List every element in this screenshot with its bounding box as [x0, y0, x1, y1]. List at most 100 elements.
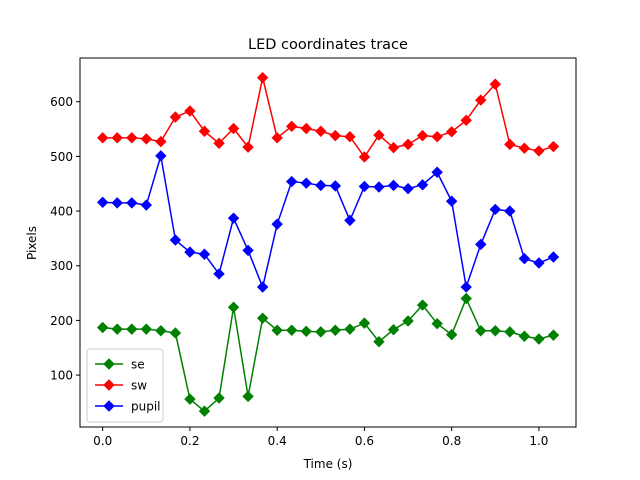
data-point-sw — [460, 114, 472, 127]
data-point-pupil — [329, 180, 342, 192]
data-point-pupil — [96, 196, 109, 209]
legend-marker-se — [103, 358, 115, 370]
data-point-se — [184, 393, 196, 405]
data-point-sw — [285, 120, 298, 133]
data-point-pupil — [518, 252, 531, 265]
data-point-se — [373, 336, 385, 348]
data-point-pupil — [416, 179, 429, 191]
legend-entry-se: se — [95, 358, 145, 372]
plot-frame — [79, 57, 577, 428]
data-point-pupil — [431, 166, 443, 178]
data-point-sw — [416, 129, 429, 142]
data-point-pupil — [547, 251, 560, 263]
y-tick-label: 400 — [50, 205, 73, 219]
data-point-sw — [518, 142, 531, 154]
data-point-pupil — [256, 281, 269, 293]
data-point-sw — [242, 141, 254, 153]
legend-label-sw: sw — [131, 379, 147, 393]
data-point-sw — [126, 132, 138, 144]
legend: se sw pupil — [86, 348, 164, 423]
data-point-pupil — [198, 248, 211, 260]
data-point-pupil — [402, 182, 414, 195]
data-point-sw — [96, 132, 109, 144]
series-sw — [96, 71, 560, 163]
data-point-se — [489, 325, 502, 337]
data-point-se — [155, 325, 167, 337]
x-tick-label: 0.8 — [442, 434, 461, 448]
data-point-se — [358, 317, 371, 329]
data-point-se — [547, 329, 560, 341]
data-point-sw — [445, 126, 458, 138]
legend-label-se: se — [131, 358, 145, 372]
data-point-sw — [140, 133, 153, 145]
data-point-sw — [504, 138, 516, 151]
data-point-sw — [373, 129, 385, 141]
data-point-pupil — [489, 203, 502, 216]
data-point-pupil — [300, 177, 312, 189]
data-point-sw — [387, 141, 400, 154]
data-point-sw — [213, 137, 225, 149]
legend-marker-sw — [103, 379, 115, 391]
data-point-se — [227, 301, 240, 313]
data-point-sw — [169, 111, 182, 123]
data-point-pupil — [271, 218, 283, 230]
data-point-pupil — [111, 197, 123, 209]
series-se — [96, 292, 560, 417]
data-point-sw — [547, 140, 560, 153]
data-point-se — [533, 333, 545, 345]
data-point-sw — [475, 94, 487, 106]
data-point-sw — [111, 132, 123, 144]
data-point-sw — [533, 145, 545, 157]
data-point-sw — [271, 132, 283, 144]
data-point-se — [329, 324, 342, 336]
data-point-se — [431, 317, 443, 330]
data-point-sw — [358, 151, 371, 163]
data-point-se — [300, 325, 312, 338]
data-point-se — [518, 330, 531, 342]
data-point-sw — [155, 135, 167, 148]
x-axis-label: Time (s) — [303, 457, 353, 471]
data-point-se — [344, 323, 356, 335]
data-point-se — [111, 323, 123, 335]
legend-marker-pupil — [103, 400, 115, 412]
chart-title: LED coordinates trace — [248, 37, 408, 53]
data-point-pupil — [184, 246, 196, 258]
data-point-pupil — [533, 257, 545, 269]
data-point-pupil — [504, 205, 516, 217]
x-tick-label: 0.0 — [93, 434, 112, 448]
data-point-pupil — [315, 179, 327, 192]
data-point-pupil — [344, 214, 356, 227]
data-point-se — [96, 321, 109, 334]
y-tick-label: 200 — [50, 314, 73, 328]
y-tick-label: 300 — [50, 259, 73, 273]
data-point-pupil — [460, 281, 472, 293]
series-layer — [96, 71, 560, 417]
data-point-se — [140, 323, 153, 335]
series-pupil — [96, 150, 560, 293]
data-point-se — [387, 323, 400, 336]
data-point-se — [402, 315, 414, 327]
data-point-se — [271, 324, 283, 336]
data-point-se — [242, 390, 254, 403]
data-point-pupil — [227, 212, 240, 224]
data-point-pupil — [475, 238, 487, 251]
data-point-se — [416, 299, 429, 311]
data-point-pupil — [285, 175, 298, 188]
data-point-se — [285, 324, 298, 336]
data-point-se — [475, 325, 487, 337]
x-tick-label: 0.2 — [180, 434, 199, 448]
y-tick-label: 100 — [50, 369, 73, 383]
legend-label-pupil: pupil — [131, 400, 161, 414]
data-point-se — [169, 327, 182, 339]
y-tick-label: 600 — [50, 95, 73, 109]
data-point-sw — [344, 131, 356, 143]
data-point-pupil — [213, 268, 225, 280]
x-tick-label: 0.6 — [355, 434, 374, 448]
data-point-se — [460, 292, 472, 305]
legend-entry-sw: sw — [95, 379, 147, 393]
data-point-sw — [329, 129, 342, 142]
data-point-sw — [256, 71, 269, 84]
data-point-sw — [431, 131, 443, 143]
data-point-se — [504, 326, 516, 338]
